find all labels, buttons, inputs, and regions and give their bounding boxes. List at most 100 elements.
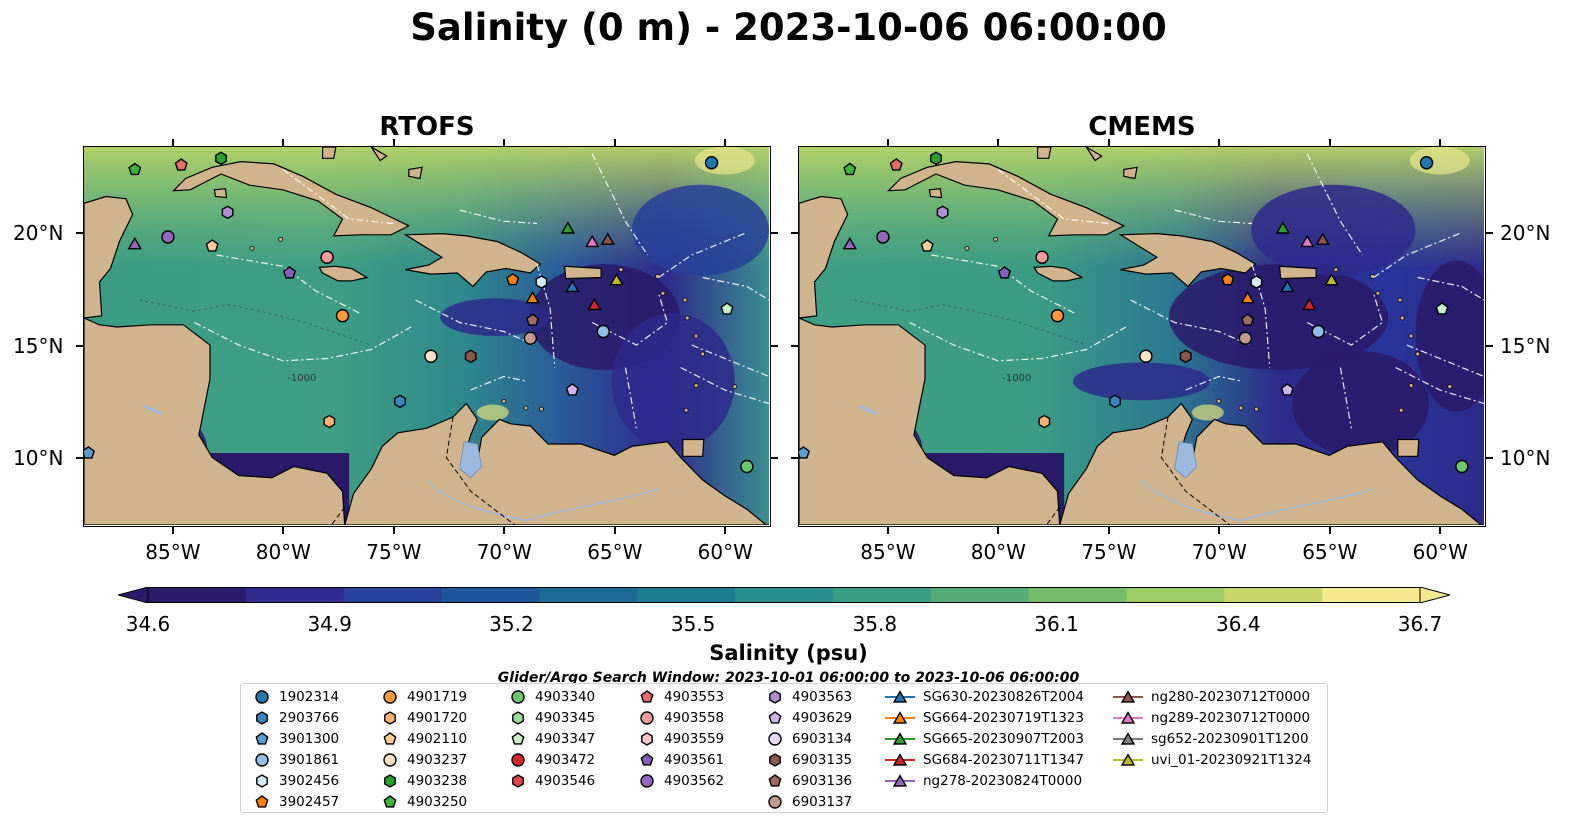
legend-item: SG630-20230826T2004 bbox=[885, 687, 1084, 707]
lon-tick-label: 60°W bbox=[697, 540, 753, 564]
salinity-map: -1000 bbox=[84, 147, 769, 525]
eez-boundary bbox=[624, 367, 637, 429]
observation-ng289-20230712T0000 bbox=[585, 234, 600, 248]
observation-6903137 bbox=[523, 331, 538, 345]
legend-label: 4903238 bbox=[407, 773, 468, 789]
observation-ng289-20230712T0000 bbox=[1300, 234, 1315, 248]
observation-4902110 bbox=[920, 239, 934, 252]
legend-label: 6903134 bbox=[792, 731, 853, 747]
lat-tick-label: 10°N bbox=[1500, 446, 1551, 470]
observation-4903561 bbox=[997, 266, 1012, 279]
pentagon-legend-marker bbox=[768, 711, 782, 724]
legend-label: 4901720 bbox=[407, 710, 468, 726]
legend-label: 6903136 bbox=[792, 773, 853, 789]
observation-SG664-20230719T1323 bbox=[525, 290, 540, 304]
eez-boundary bbox=[459, 209, 538, 225]
pentagon-legend-marker bbox=[383, 732, 397, 745]
legend-label: ng280-20230712T0000 bbox=[1151, 689, 1311, 705]
triangle-legend-marker bbox=[892, 711, 908, 724]
observation-uvi_01-20230921T1324 bbox=[609, 273, 624, 286]
observation-4903237 bbox=[424, 349, 438, 363]
hexagon-legend-marker bbox=[512, 711, 524, 725]
salinity-map: -1000 bbox=[799, 147, 1484, 525]
observation-4903238 bbox=[930, 151, 942, 166]
observation-4901719 bbox=[1050, 309, 1065, 323]
land-yucatan bbox=[84, 195, 134, 319]
observation-SG684-20230711T1347 bbox=[587, 297, 602, 311]
land-bahamas3 bbox=[1123, 166, 1138, 180]
legend-item: 3901300 bbox=[253, 729, 339, 749]
observation-3902456 bbox=[1250, 275, 1263, 289]
eez-boundary bbox=[691, 344, 769, 378]
observation-2903766 bbox=[394, 394, 406, 409]
lon-tick-label: 65°W bbox=[587, 540, 643, 564]
map-panel-cmems[interactable]: -1000 bbox=[798, 146, 1486, 527]
legend-item: 4903237 bbox=[381, 750, 467, 770]
land-trinidad bbox=[1397, 438, 1420, 457]
legend-item: 1902314 bbox=[253, 687, 339, 707]
observation-4901719 bbox=[335, 309, 350, 323]
observation-4903562 bbox=[161, 230, 175, 244]
observation-4903563 bbox=[936, 205, 949, 220]
lon-tick-label: 65°W bbox=[1302, 540, 1358, 564]
pentagon-legend-marker bbox=[640, 690, 654, 703]
circle-legend-marker bbox=[768, 795, 782, 809]
observation-4903347 bbox=[1435, 302, 1449, 315]
eez-boundary bbox=[1174, 209, 1253, 225]
legend-label: 4903237 bbox=[407, 752, 468, 768]
pentagon-legend-marker bbox=[255, 732, 269, 745]
pentagon-legend-marker bbox=[768, 774, 782, 787]
legend-item: 4903629 bbox=[766, 708, 852, 728]
colorbar-segment bbox=[245, 587, 345, 603]
observation-6903135 bbox=[1179, 349, 1192, 364]
observation-SG665-20230907T2003 bbox=[1275, 221, 1291, 234]
observation-3901861 bbox=[596, 324, 610, 339]
observation-4903629 bbox=[1280, 383, 1294, 396]
observation-6903137 bbox=[1238, 331, 1253, 345]
legend-label: ng278-20230824T0000 bbox=[923, 773, 1083, 789]
eez-boundary bbox=[680, 366, 769, 405]
panel-title-cmems: CMEMS bbox=[1088, 112, 1196, 142]
observation-ng278-20230824T0000 bbox=[127, 237, 143, 250]
legend-item: 4903472 bbox=[509, 750, 595, 770]
colorbar-segment bbox=[930, 587, 1030, 603]
legend-label: 3902456 bbox=[279, 773, 340, 789]
legend-item: 4901720 bbox=[381, 708, 467, 728]
observation-6903135 bbox=[464, 349, 477, 364]
land-pinos bbox=[213, 187, 228, 199]
eez-boundary bbox=[1185, 375, 1242, 391]
hexagon-legend-marker bbox=[769, 753, 781, 767]
legend-item: uvi_01-20230921T1324 bbox=[1113, 750, 1311, 770]
colorbar-tick-label: 34.9 bbox=[307, 612, 352, 636]
lon-tick-label: 75°W bbox=[1081, 540, 1137, 564]
circle-legend-marker bbox=[255, 753, 269, 767]
land-cuba bbox=[171, 160, 411, 237]
observation-4903250 bbox=[128, 162, 142, 176]
legend-label: 4903562 bbox=[664, 773, 725, 789]
land-southAmerica bbox=[1059, 402, 1484, 525]
observation-4902110 bbox=[205, 239, 219, 252]
eez-boundary bbox=[1130, 299, 1251, 346]
legend-label: ng289-20230712T0000 bbox=[1151, 710, 1311, 726]
observation-4901720 bbox=[1038, 414, 1051, 429]
triangle-legend-marker bbox=[892, 774, 908, 787]
observation-ng280-20230712T0000 bbox=[600, 232, 615, 245]
legend-item: 4903345 bbox=[509, 708, 595, 728]
land-bahamas2 bbox=[1085, 147, 1103, 162]
lon-tick-label: 70°W bbox=[1191, 540, 1247, 564]
triangle-legend-marker bbox=[1120, 753, 1136, 766]
legend-label: 3901861 bbox=[279, 752, 340, 768]
colorbar-tick-label: 34.6 bbox=[125, 612, 171, 636]
hexagon-legend-marker bbox=[641, 732, 653, 746]
colorbar-label: Salinity (psu) bbox=[709, 641, 868, 665]
land-bahamas1 bbox=[322, 147, 337, 159]
land-bahamas3 bbox=[408, 166, 423, 180]
colorbar-tick-label: 36.1 bbox=[1034, 612, 1079, 636]
observation-SG684-20230711T1347 bbox=[1302, 297, 1317, 311]
colorbar-segment bbox=[832, 587, 932, 603]
eez-boundary bbox=[591, 153, 649, 256]
map-panel-rtofs[interactable]: -1000 bbox=[83, 146, 771, 527]
lat-tick-label: 20°N bbox=[1500, 221, 1551, 245]
land-jamaica bbox=[1033, 265, 1084, 282]
colorbar-segment bbox=[735, 587, 834, 603]
